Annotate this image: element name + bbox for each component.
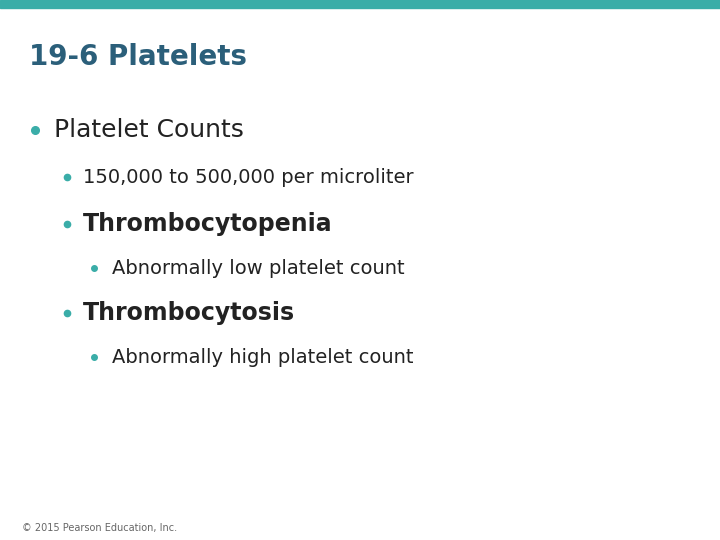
Bar [0, 0, 720, 8]
Text: 19-6 Platelets: 19-6 Platelets [29, 43, 247, 71]
Text: Abnormally high platelet count: Abnormally high platelet count [112, 348, 413, 367]
Text: Thrombocytopenia: Thrombocytopenia [83, 212, 333, 236]
Text: Thrombocytosis: Thrombocytosis [83, 301, 295, 325]
Text: © 2015 Pearson Education, Inc.: © 2015 Pearson Education, Inc. [22, 523, 176, 533]
Text: Abnormally low platelet count: Abnormally low platelet count [112, 259, 404, 278]
Text: Platelet Counts: Platelet Counts [54, 118, 244, 141]
Text: 150,000 to 500,000 per microliter: 150,000 to 500,000 per microliter [83, 167, 413, 187]
